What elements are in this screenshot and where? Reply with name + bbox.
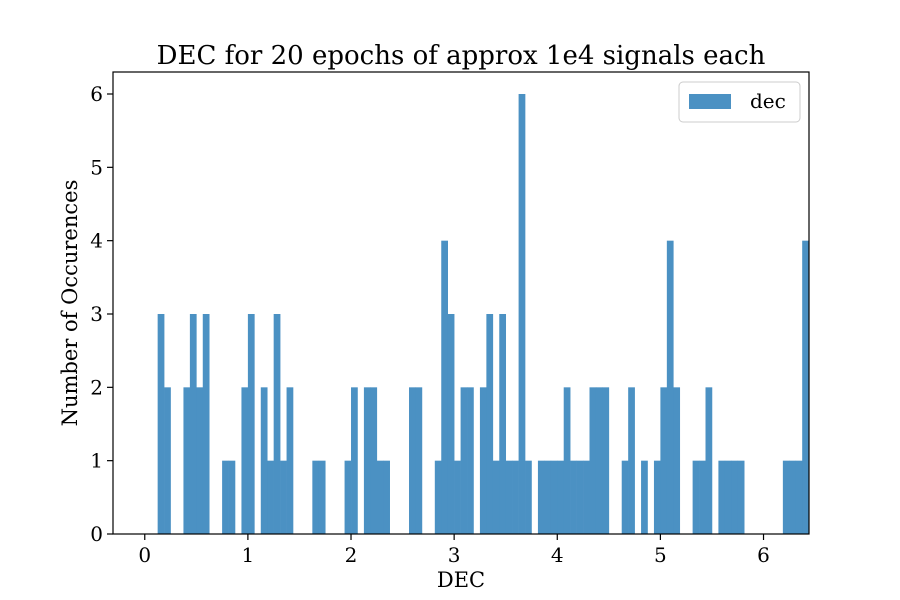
y-tick-label: 0	[90, 522, 103, 546]
y-axis-ticks: 0 1 2 3 4 5 6	[90, 82, 113, 546]
histogram-bar	[241, 387, 249, 534]
y-tick-label: 6	[90, 82, 103, 106]
histogram-bar	[505, 460, 513, 534]
histogram-bar	[583, 460, 590, 534]
y-tick-label: 5	[90, 155, 103, 179]
histogram-bar	[628, 387, 635, 534]
plot-area-frame	[112, 71, 810, 535]
histogram-bar	[602, 387, 610, 534]
histogram-bar	[164, 387, 171, 534]
histogram-bar	[802, 240, 809, 535]
x-axis-ticks: 0 1 2 3 4 5 6	[138, 534, 770, 567]
histogram-bar	[409, 387, 416, 534]
histogram-bar	[782, 460, 790, 534]
histogram-bar	[718, 460, 726, 534]
histogram-bar	[479, 387, 487, 534]
histogram-bar	[157, 314, 165, 534]
legend-box	[678, 81, 801, 123]
histogram-bar	[318, 460, 326, 534]
histogram-bar	[692, 460, 700, 534]
histogram-bar	[189, 314, 197, 534]
histogram-bar	[512, 460, 519, 534]
histogram-bar	[563, 387, 571, 534]
histogram-bar	[273, 314, 281, 534]
histogram-bar	[454, 460, 461, 534]
y-axis-label: Number of Occurences	[58, 180, 82, 427]
histogram-bar	[737, 460, 745, 534]
histogram-bar	[280, 460, 287, 534]
histogram-bar	[544, 460, 552, 534]
x-tick-label: 3	[448, 543, 461, 567]
histogram-bar	[789, 460, 797, 534]
histogram-bar	[537, 460, 545, 534]
histogram-bar	[795, 460, 803, 534]
x-tick-label: 6	[757, 543, 770, 567]
y-tick-label: 3	[90, 302, 103, 326]
histogram-bar	[183, 387, 191, 534]
histogram-bar	[570, 460, 577, 534]
histogram-bar	[376, 460, 384, 534]
histogram-bar	[666, 240, 674, 535]
histogram-bar	[467, 387, 474, 534]
x-tick-label: 5	[654, 543, 667, 567]
histogram-bar	[641, 460, 648, 534]
histogram-bar	[351, 387, 358, 534]
histogram-bar	[486, 314, 494, 534]
histogram-bar	[370, 387, 378, 534]
histogram-bar	[267, 460, 274, 534]
histogram-bar	[699, 460, 706, 534]
legend-label-dec: dec	[750, 89, 786, 113]
histogram-bar	[525, 460, 532, 534]
histogram-bar	[286, 387, 294, 534]
histogram-bar	[434, 460, 442, 534]
histogram-bar	[518, 94, 526, 534]
y-tick-label: 2	[90, 375, 103, 399]
histogram-bar	[576, 460, 584, 534]
histogram-bar	[589, 387, 597, 534]
histogram-bar	[499, 314, 507, 534]
histogram-bar	[660, 387, 668, 534]
histogram-bar	[705, 387, 713, 534]
histogram-bar	[653, 460, 661, 534]
x-tick-label: 4	[551, 543, 564, 567]
histogram-bar	[202, 314, 210, 534]
histogram-bar	[492, 460, 500, 534]
histogram-bar	[447, 314, 455, 534]
x-axis-label: DEC	[437, 568, 485, 592]
y-tick-label: 4	[90, 229, 103, 253]
histogram-bar	[312, 460, 320, 534]
y-tick-label: 1	[90, 449, 103, 473]
histogram-bar	[196, 387, 204, 534]
histogram-bars	[157, 94, 809, 535]
histogram-bar	[363, 387, 371, 534]
x-tick-label: 0	[138, 543, 151, 567]
histogram-bar	[673, 387, 681, 534]
histogram-bar	[441, 240, 448, 535]
histogram-bar	[595, 387, 603, 534]
histogram-bar	[550, 460, 558, 534]
histogram-bar	[557, 460, 565, 534]
histogram-bar	[383, 460, 390, 534]
histogram-bar	[724, 460, 732, 534]
histogram-bar	[344, 460, 352, 534]
histogram-bar	[731, 460, 739, 534]
histogram-bar	[222, 460, 229, 534]
histogram-bar	[228, 460, 236, 534]
legend-swatch-dec	[689, 94, 731, 109]
chart-title: DEC for 20 epochs of approx 1e4 signals …	[157, 41, 766, 71]
histogram-bar	[260, 387, 268, 534]
histogram-bar	[621, 460, 629, 534]
histogram-bar	[415, 387, 423, 534]
x-tick-label: 1	[242, 543, 255, 567]
legend: dec	[678, 81, 801, 123]
x-tick-label: 2	[345, 543, 358, 567]
histogram-bar	[460, 387, 468, 534]
histogram-bar	[247, 314, 255, 534]
